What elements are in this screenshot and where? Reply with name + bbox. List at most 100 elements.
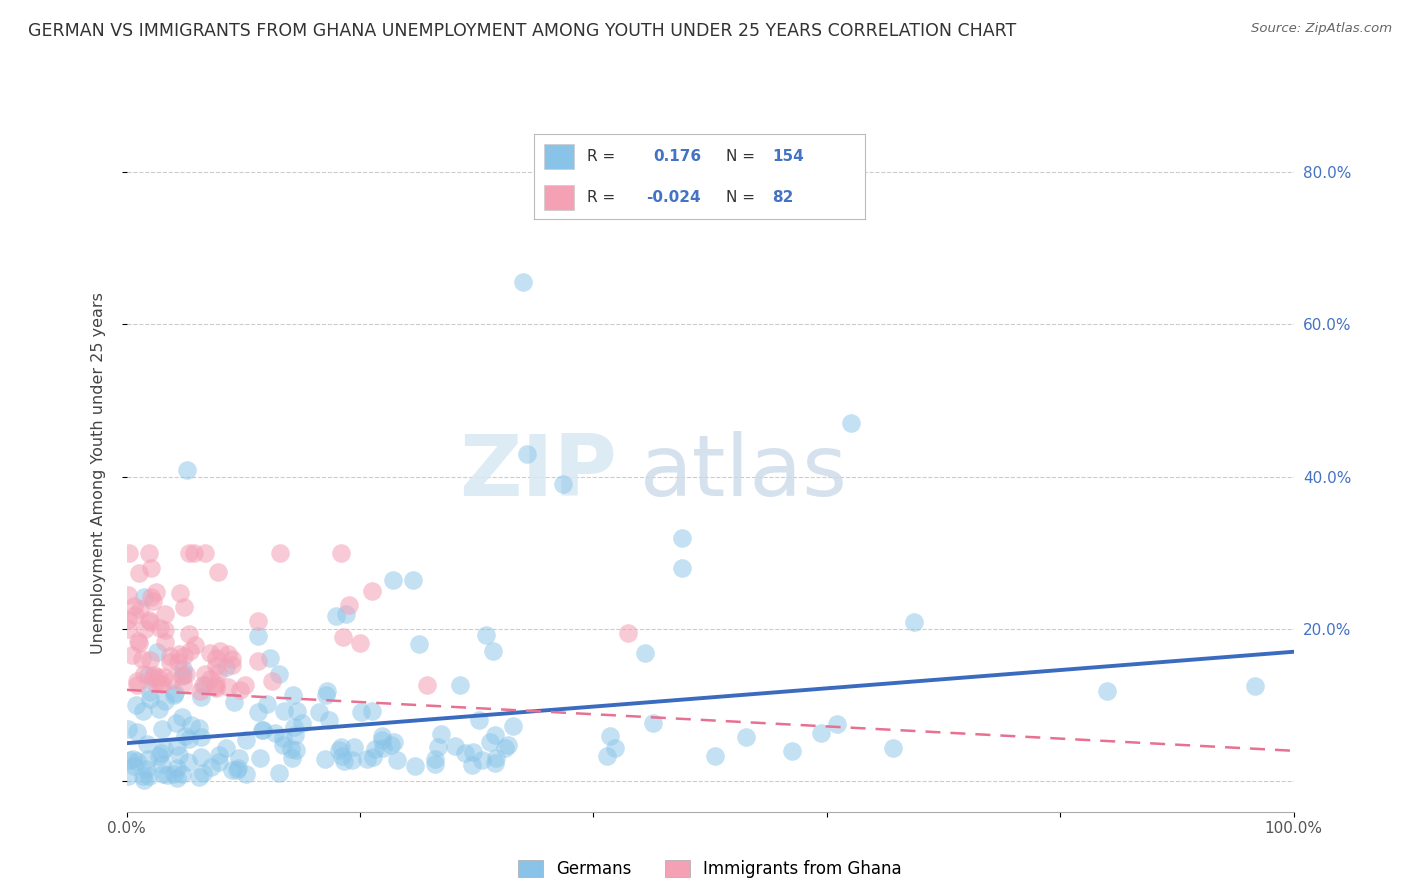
Point	[149, 621, 172, 635]
Point	[172, 667, 194, 681]
Point	[810, 726, 832, 740]
Point	[204, 680, 226, 694]
Y-axis label: Unemployment Among Youth under 25 years: Unemployment Among Youth under 25 years	[91, 292, 105, 654]
Point	[385, 753, 408, 767]
Point	[333, 754, 356, 768]
Text: -0.024: -0.024	[647, 190, 702, 205]
Point	[145, 584, 167, 599]
Point	[273, 704, 295, 718]
Point	[247, 614, 270, 628]
Point	[259, 650, 281, 665]
Text: GERMAN VS IMMIGRANTS FROM GHANA UNEMPLOYMENT AMONG YOUTH UNDER 25 YEARS CORRELAT: GERMAN VS IMMIGRANTS FROM GHANA UNEMPLOY…	[28, 22, 1017, 40]
Point	[233, 678, 256, 692]
Point	[634, 646, 657, 660]
Point	[249, 750, 271, 764]
Point	[617, 626, 640, 640]
Point	[136, 737, 159, 751]
Point	[166, 739, 188, 754]
Point	[162, 767, 184, 781]
Point	[269, 546, 291, 560]
Point	[139, 691, 162, 706]
Point	[121, 648, 143, 662]
Point	[361, 704, 384, 718]
Point	[177, 627, 200, 641]
Point	[204, 681, 226, 695]
Point	[430, 726, 453, 740]
Point	[468, 714, 491, 728]
Point	[280, 750, 302, 764]
Point	[380, 738, 402, 752]
Point	[281, 689, 304, 703]
Point	[132, 772, 155, 787]
Point	[173, 600, 195, 615]
Point	[474, 627, 496, 641]
Point	[117, 613, 139, 627]
Point	[269, 765, 291, 780]
Point	[205, 677, 228, 691]
Text: atlas: atlas	[640, 431, 848, 515]
Point	[330, 748, 353, 763]
Point	[284, 728, 307, 742]
Point	[150, 723, 173, 737]
Point	[314, 752, 336, 766]
Point	[145, 644, 167, 658]
Point	[141, 594, 163, 608]
Point	[138, 769, 160, 783]
Point	[471, 753, 494, 767]
Point	[124, 759, 146, 773]
Point	[183, 546, 205, 560]
Point	[703, 749, 725, 764]
Point	[180, 718, 202, 732]
Point	[139, 685, 162, 699]
Point	[139, 590, 162, 604]
Point	[271, 739, 294, 753]
Point	[350, 705, 373, 719]
Point	[482, 644, 505, 658]
Point	[373, 740, 395, 755]
Point	[1097, 683, 1119, 698]
Point	[246, 654, 269, 668]
Point	[271, 731, 294, 746]
Point	[170, 668, 193, 682]
Point	[149, 677, 172, 691]
Text: 154: 154	[772, 149, 804, 164]
Point	[454, 747, 477, 761]
Point	[169, 586, 191, 600]
Text: Source: ZipAtlas.com: Source: ZipAtlas.com	[1251, 22, 1392, 36]
Point	[128, 566, 150, 580]
Point	[551, 477, 574, 491]
Point	[256, 697, 278, 711]
Point	[343, 739, 366, 754]
Point	[160, 673, 183, 687]
Point	[516, 447, 538, 461]
Point	[165, 715, 187, 730]
Point	[125, 725, 148, 739]
Point	[402, 573, 425, 587]
Point	[159, 655, 181, 669]
Point	[484, 728, 506, 742]
Text: ZIP: ZIP	[458, 431, 617, 515]
Point	[150, 747, 173, 761]
Point	[222, 695, 245, 709]
Point	[217, 647, 239, 661]
Point	[172, 677, 194, 691]
Point	[903, 615, 925, 630]
Point	[262, 674, 284, 689]
Point	[382, 735, 405, 749]
Point	[443, 739, 465, 754]
Point	[198, 672, 221, 686]
Point	[207, 756, 229, 770]
Point	[330, 739, 353, 754]
Point	[132, 769, 155, 783]
Point	[484, 756, 506, 771]
Point	[603, 740, 626, 755]
Point	[315, 688, 337, 702]
Point	[235, 767, 257, 781]
Point	[135, 762, 157, 776]
Point	[177, 731, 200, 746]
Point	[221, 763, 243, 777]
Point	[316, 683, 339, 698]
Point	[194, 667, 217, 681]
Point	[156, 768, 179, 782]
Point	[671, 531, 693, 545]
